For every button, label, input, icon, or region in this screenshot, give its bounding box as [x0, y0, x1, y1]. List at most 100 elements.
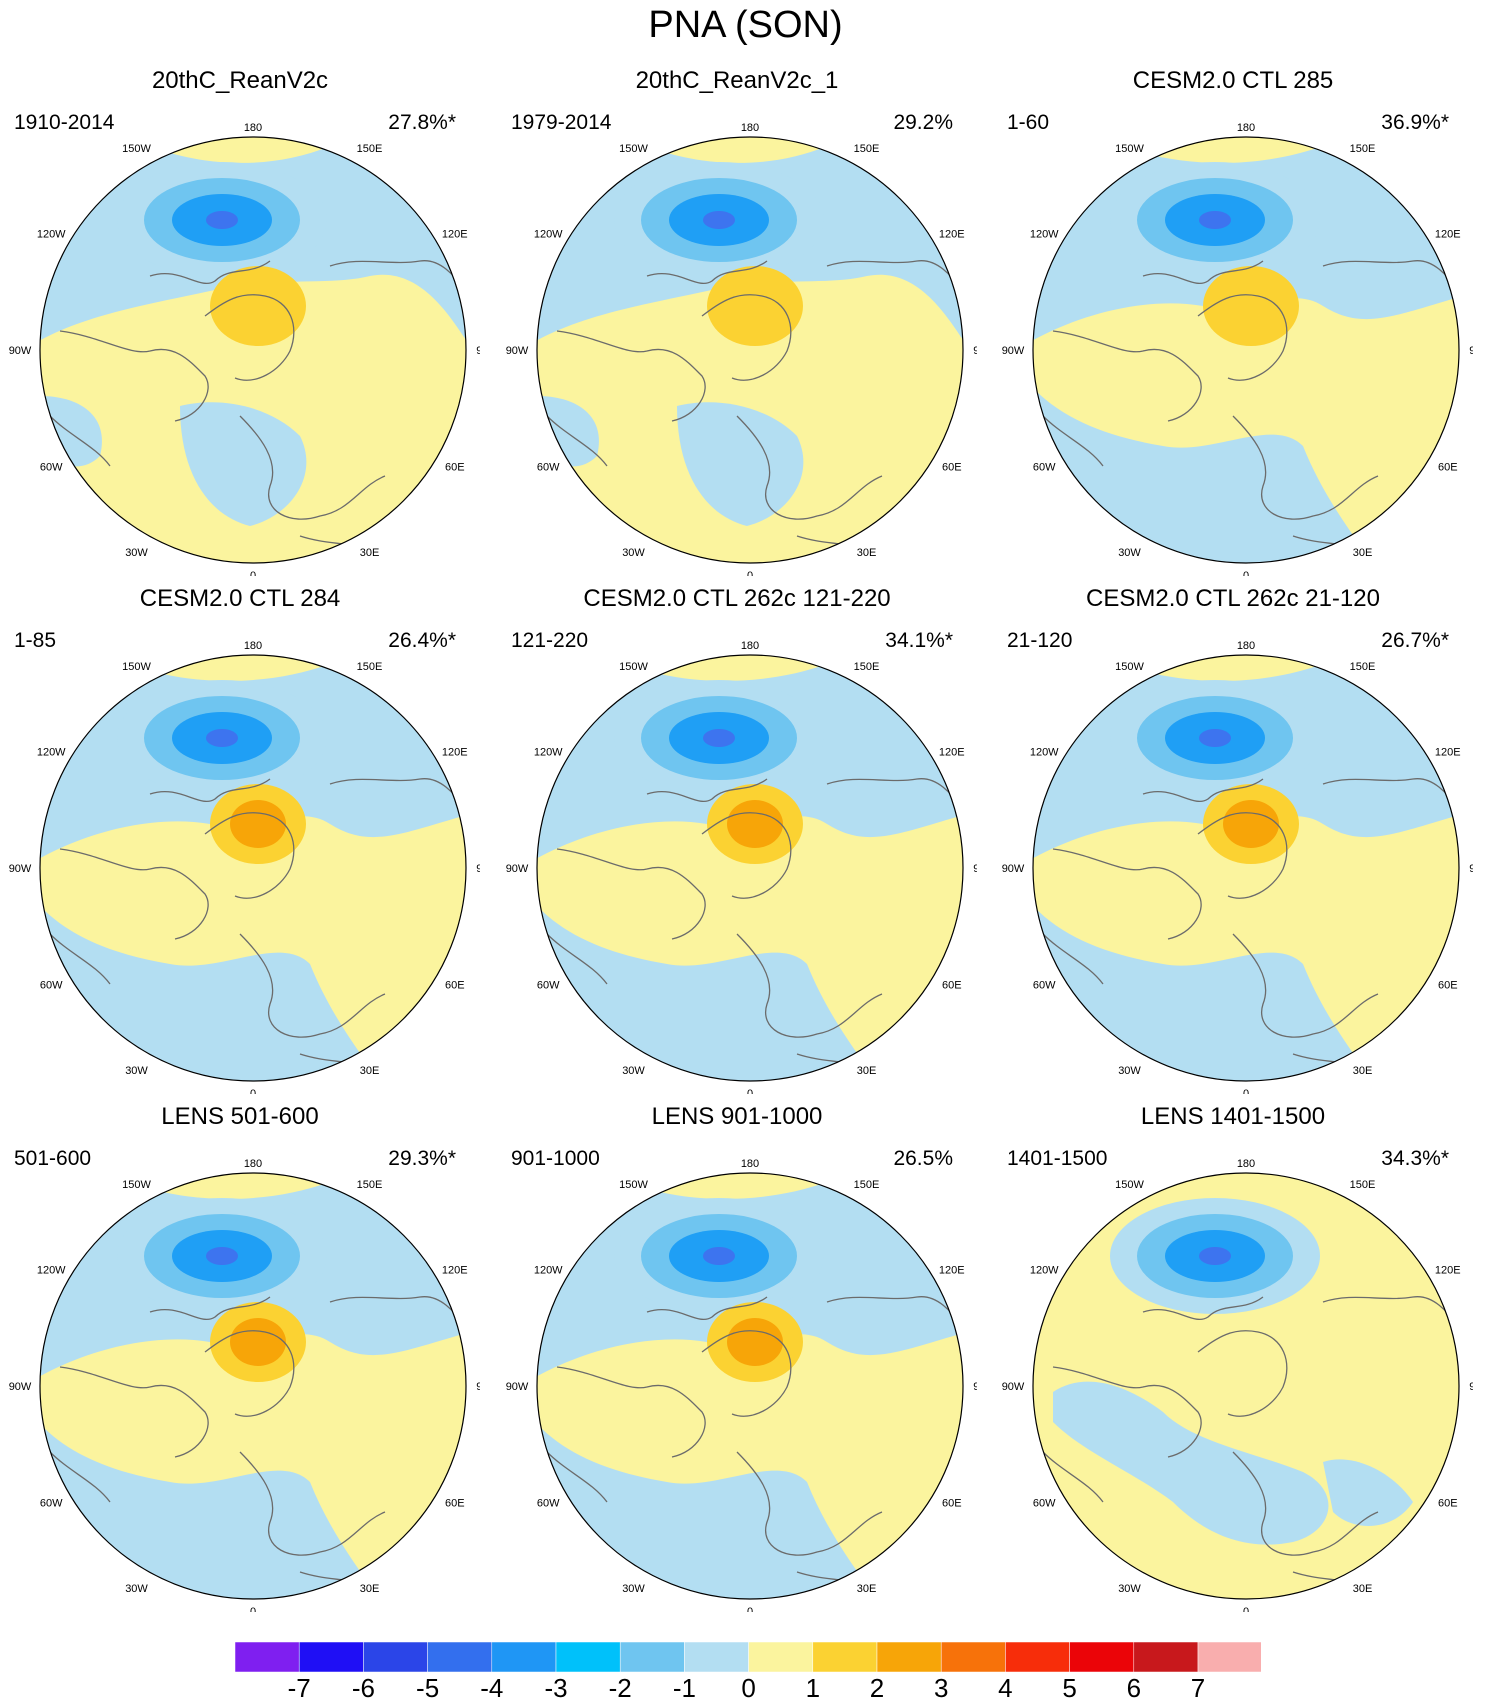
- positive-region: [1123, 655, 1323, 681]
- coastline: [204, 294, 295, 381]
- coastline: [646, 778, 768, 803]
- longitude-label: 120W: [37, 1265, 66, 1277]
- longitude-label: 30E: [1353, 1065, 1373, 1077]
- colorbar-label: -4: [480, 1673, 503, 1700]
- map-panel: CESM2.0 CTL 262c 21-120 21-120 26.7%* 180 15…: [993, 584, 1473, 1094]
- colorbar-label: 0: [741, 1673, 755, 1700]
- longitude-label: 30W: [622, 1065, 645, 1077]
- negative-region: [1053, 1381, 1329, 1545]
- longitude-label: 150W: [1115, 661, 1144, 673]
- longitude-label: 60E: [445, 980, 465, 992]
- negative-anomaly-contour: [703, 211, 735, 229]
- longitude-label: 60W: [537, 462, 560, 474]
- coastline: [736, 933, 883, 1038]
- coastline: [1197, 294, 1288, 381]
- longitude-label: 30E: [360, 1583, 380, 1595]
- longitude-label: 90W: [506, 1381, 529, 1393]
- positive-anomaly-contour: [707, 266, 803, 346]
- longitude-label: 30W: [1118, 1583, 1141, 1595]
- longitude-label: 30W: [125, 1583, 148, 1595]
- negative-anomaly-contour: [703, 1247, 735, 1265]
- map-boundary: [39, 136, 467, 564]
- longitude-label: 150E: [357, 143, 383, 155]
- longitude-label: 120E: [1435, 747, 1461, 759]
- longitude-label: 0: [1243, 1606, 1249, 1612]
- longitude-label: 90W: [9, 863, 32, 875]
- coastline: [1042, 415, 1104, 467]
- positive-anomaly-contour: [230, 800, 286, 848]
- colorbar-label: -7: [288, 1673, 311, 1700]
- colorbar-swatch: [1197, 1641, 1261, 1673]
- panel-period: 1-85: [14, 629, 57, 652]
- longitude-label: 30E: [857, 1065, 877, 1077]
- map-panel: LENS 1401-1500 1401-1500 34.3%* 180 150E 120E…: [993, 1102, 1473, 1612]
- longitude-label: 0: [747, 570, 753, 576]
- longitude-label: 90E: [973, 863, 977, 875]
- panel-period: 501-600: [14, 1147, 92, 1170]
- longitude-label: 150E: [1350, 661, 1376, 673]
- negative-region: [1323, 1459, 1413, 1526]
- positive-region: [130, 655, 330, 681]
- longitude-label: 90W: [1002, 345, 1025, 357]
- positive-region: [1033, 814, 1459, 1081]
- map-boundary: [536, 1172, 964, 1600]
- colorbar-label: 2: [870, 1673, 884, 1700]
- positive-region: [130, 1173, 330, 1199]
- longitude-label: 120E: [1435, 1265, 1461, 1277]
- colorbar-swatch: [555, 1641, 621, 1673]
- longitude-label: 90E: [1469, 1381, 1473, 1393]
- polar-map: 180 150E 120E 90E 60E 30E 0 30W 60W 90W 120W 150W: [1002, 1158, 1473, 1612]
- coastline: [646, 1296, 768, 1321]
- polar-map: 180 150E 120E 90E 60E 30E 0 30W 60W 90W 120W 150W: [9, 640, 480, 1094]
- map-panel: CESM2.0 CTL 285 1-60 36.9%* 180 150E 120E 90E 6…: [993, 66, 1473, 576]
- colorbar-label: -1: [673, 1673, 696, 1700]
- coastline: [546, 415, 608, 467]
- longitude-label: 60E: [1438, 980, 1458, 992]
- longitude-label: 90W: [1002, 863, 1025, 875]
- longitude-label: 180: [741, 122, 759, 134]
- colorbar-label: -3: [544, 1673, 567, 1700]
- longitude-label: 30W: [622, 547, 645, 559]
- panel-title: LENS 1401-1500: [1140, 1103, 1326, 1130]
- longitude-label: 60E: [942, 980, 962, 992]
- longitude-label: 150E: [854, 661, 880, 673]
- map-panel: 20thC_ReanV2c 1910-2014 27.8%* 180 150E 120E 9…: [0, 66, 480, 576]
- longitude-label: 0: [747, 1088, 753, 1094]
- panel-variance-percent: 26.5%: [893, 1147, 953, 1170]
- polar-map: 180 150E 120E 90E 60E 30E 0 30W 60W 90W 120W 150W: [506, 122, 977, 576]
- panel-title: CESM2.0 CTL 262c 121-220: [583, 585, 891, 612]
- polar-map: 180 150E 120E 90E 60E 30E 0 30W 60W 90W 120W 150W: [9, 1158, 480, 1612]
- longitude-label: 150W: [619, 1179, 648, 1191]
- longitude-label: 120W: [534, 747, 563, 759]
- longitude-label: 90W: [1002, 1381, 1025, 1393]
- longitude-label: 150W: [619, 661, 648, 673]
- panel-period: 21-120: [1007, 629, 1073, 652]
- longitude-label: 30E: [857, 547, 877, 559]
- panel-period: 901-1000: [511, 1147, 600, 1170]
- longitude-label: 30W: [1118, 547, 1141, 559]
- longitude-label: 120E: [442, 229, 468, 241]
- coastline: [556, 1366, 706, 1458]
- longitude-label: 120W: [1030, 229, 1059, 241]
- longitude-label: 30E: [1353, 1583, 1373, 1595]
- colorbar-label: -2: [609, 1673, 632, 1700]
- longitude-label: 30W: [125, 1065, 148, 1077]
- longitude-label: 90W: [506, 863, 529, 875]
- map-boundary: [39, 654, 467, 1082]
- colorbar-swatch: [298, 1641, 364, 1673]
- map-boundary: [536, 654, 964, 1082]
- longitude-label: 150W: [619, 143, 648, 155]
- longitude-label: 150E: [854, 1179, 880, 1191]
- longitude-label: 90E: [476, 1381, 480, 1393]
- longitude-label: 120W: [1030, 1265, 1059, 1277]
- colorbar-label: -6: [352, 1673, 375, 1700]
- longitude-label: 150W: [1115, 143, 1144, 155]
- panel-variance-percent: 34.3%*: [1381, 1147, 1449, 1170]
- panel-variance-percent: 29.2%: [893, 111, 953, 134]
- panel-period: 121-220: [511, 629, 589, 652]
- panel-period: 1401-1500: [1007, 1147, 1108, 1170]
- colorbar-swatch: [812, 1641, 878, 1673]
- negative-region: [180, 402, 307, 526]
- longitude-label: 60W: [40, 1498, 63, 1510]
- longitude-label: 180: [741, 640, 759, 652]
